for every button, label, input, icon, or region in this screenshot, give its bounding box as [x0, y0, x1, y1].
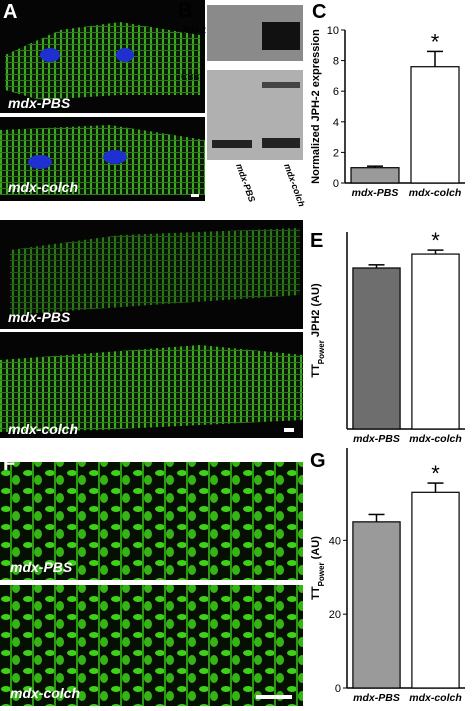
band — [262, 82, 300, 88]
scale-bar — [284, 428, 294, 432]
band — [212, 140, 252, 148]
micrograph — [0, 585, 303, 706]
image-label: mdx-colch — [8, 421, 78, 437]
y-tick-label: 40 — [329, 535, 341, 547]
panel-label: F — [3, 453, 15, 475]
bar — [352, 267, 401, 430]
micrograph — [0, 462, 303, 580]
y-axis-label-part: TT — [310, 586, 322, 600]
image-label: mdx-colch — [10, 685, 80, 701]
blot-row-label: CBB — [181, 72, 200, 82]
nucleus — [40, 48, 60, 62]
bar — [411, 253, 460, 430]
cell — [0, 125, 205, 195]
panel-label: G — [310, 450, 326, 472]
y-axis-label-part: (AU) — [310, 536, 322, 563]
nucleus — [28, 155, 52, 169]
cell — [0, 345, 303, 432]
y-axis-label: Normalized JPH-2 expression — [310, 29, 322, 184]
image-label: mdx-PBS — [8, 95, 71, 111]
panel-label: A — [3, 1, 17, 23]
cell — [5, 22, 200, 100]
y-tick-label: 2 — [333, 147, 339, 159]
panel-label: B — [178, 0, 192, 22]
bar — [410, 66, 460, 184]
y-tick-label: 4 — [333, 117, 339, 129]
nucleus — [116, 48, 134, 62]
panel-label: D — [3, 201, 17, 223]
cell — [10, 228, 300, 315]
significance-mark: * — [431, 29, 440, 54]
blot-lane-label: mdx-colch — [282, 162, 307, 208]
y-tick-label: 6 — [333, 86, 339, 98]
y-tick-label: 10 — [327, 25, 339, 37]
blot-row-label: JPH-2 — [181, 25, 206, 35]
blot-lane-label: mdx-PBS — [234, 162, 257, 203]
x-tick-label: mdx-colch — [409, 433, 462, 445]
y-tick-label: 8 — [333, 56, 339, 68]
image-label: mdx-PBS — [10, 559, 73, 575]
panel-label: C — [312, 1, 326, 23]
scale-bar — [256, 695, 292, 699]
y-axis-label-part: TT — [310, 364, 322, 378]
y-tick-label: 0 — [333, 178, 339, 190]
band — [262, 22, 300, 50]
y-axis-label-part: Power — [317, 340, 326, 364]
band — [262, 138, 300, 148]
y-tick-label: 0 — [335, 683, 341, 695]
nucleus — [103, 150, 127, 164]
x-tick-label: mdx-colch — [409, 187, 462, 199]
significance-mark: * — [431, 228, 440, 253]
image-label: mdx-PBS — [8, 309, 71, 325]
y-axis-label: TTPower JPH2 (AU) — [310, 283, 326, 378]
x-tick-label: mdx-PBS — [352, 187, 399, 199]
bar — [350, 167, 400, 184]
x-tick-label: mdx-PBS — [353, 433, 400, 445]
y-tick-label: 20 — [329, 609, 341, 621]
y-axis-label-part: Power — [317, 562, 326, 586]
x-tick-label: mdx-PBS — [353, 692, 400, 704]
bar — [411, 491, 460, 689]
y-axis-label: TTPower (AU) — [310, 536, 326, 600]
y-axis-label-part: JPH2 (AU) — [310, 283, 322, 340]
bar — [352, 521, 401, 689]
panel-label: E — [310, 230, 323, 252]
image-label: mdx-colch — [8, 179, 78, 195]
x-tick-label: mdx-colch — [409, 692, 462, 704]
scale-bar — [191, 194, 199, 197]
significance-mark: * — [431, 461, 440, 486]
